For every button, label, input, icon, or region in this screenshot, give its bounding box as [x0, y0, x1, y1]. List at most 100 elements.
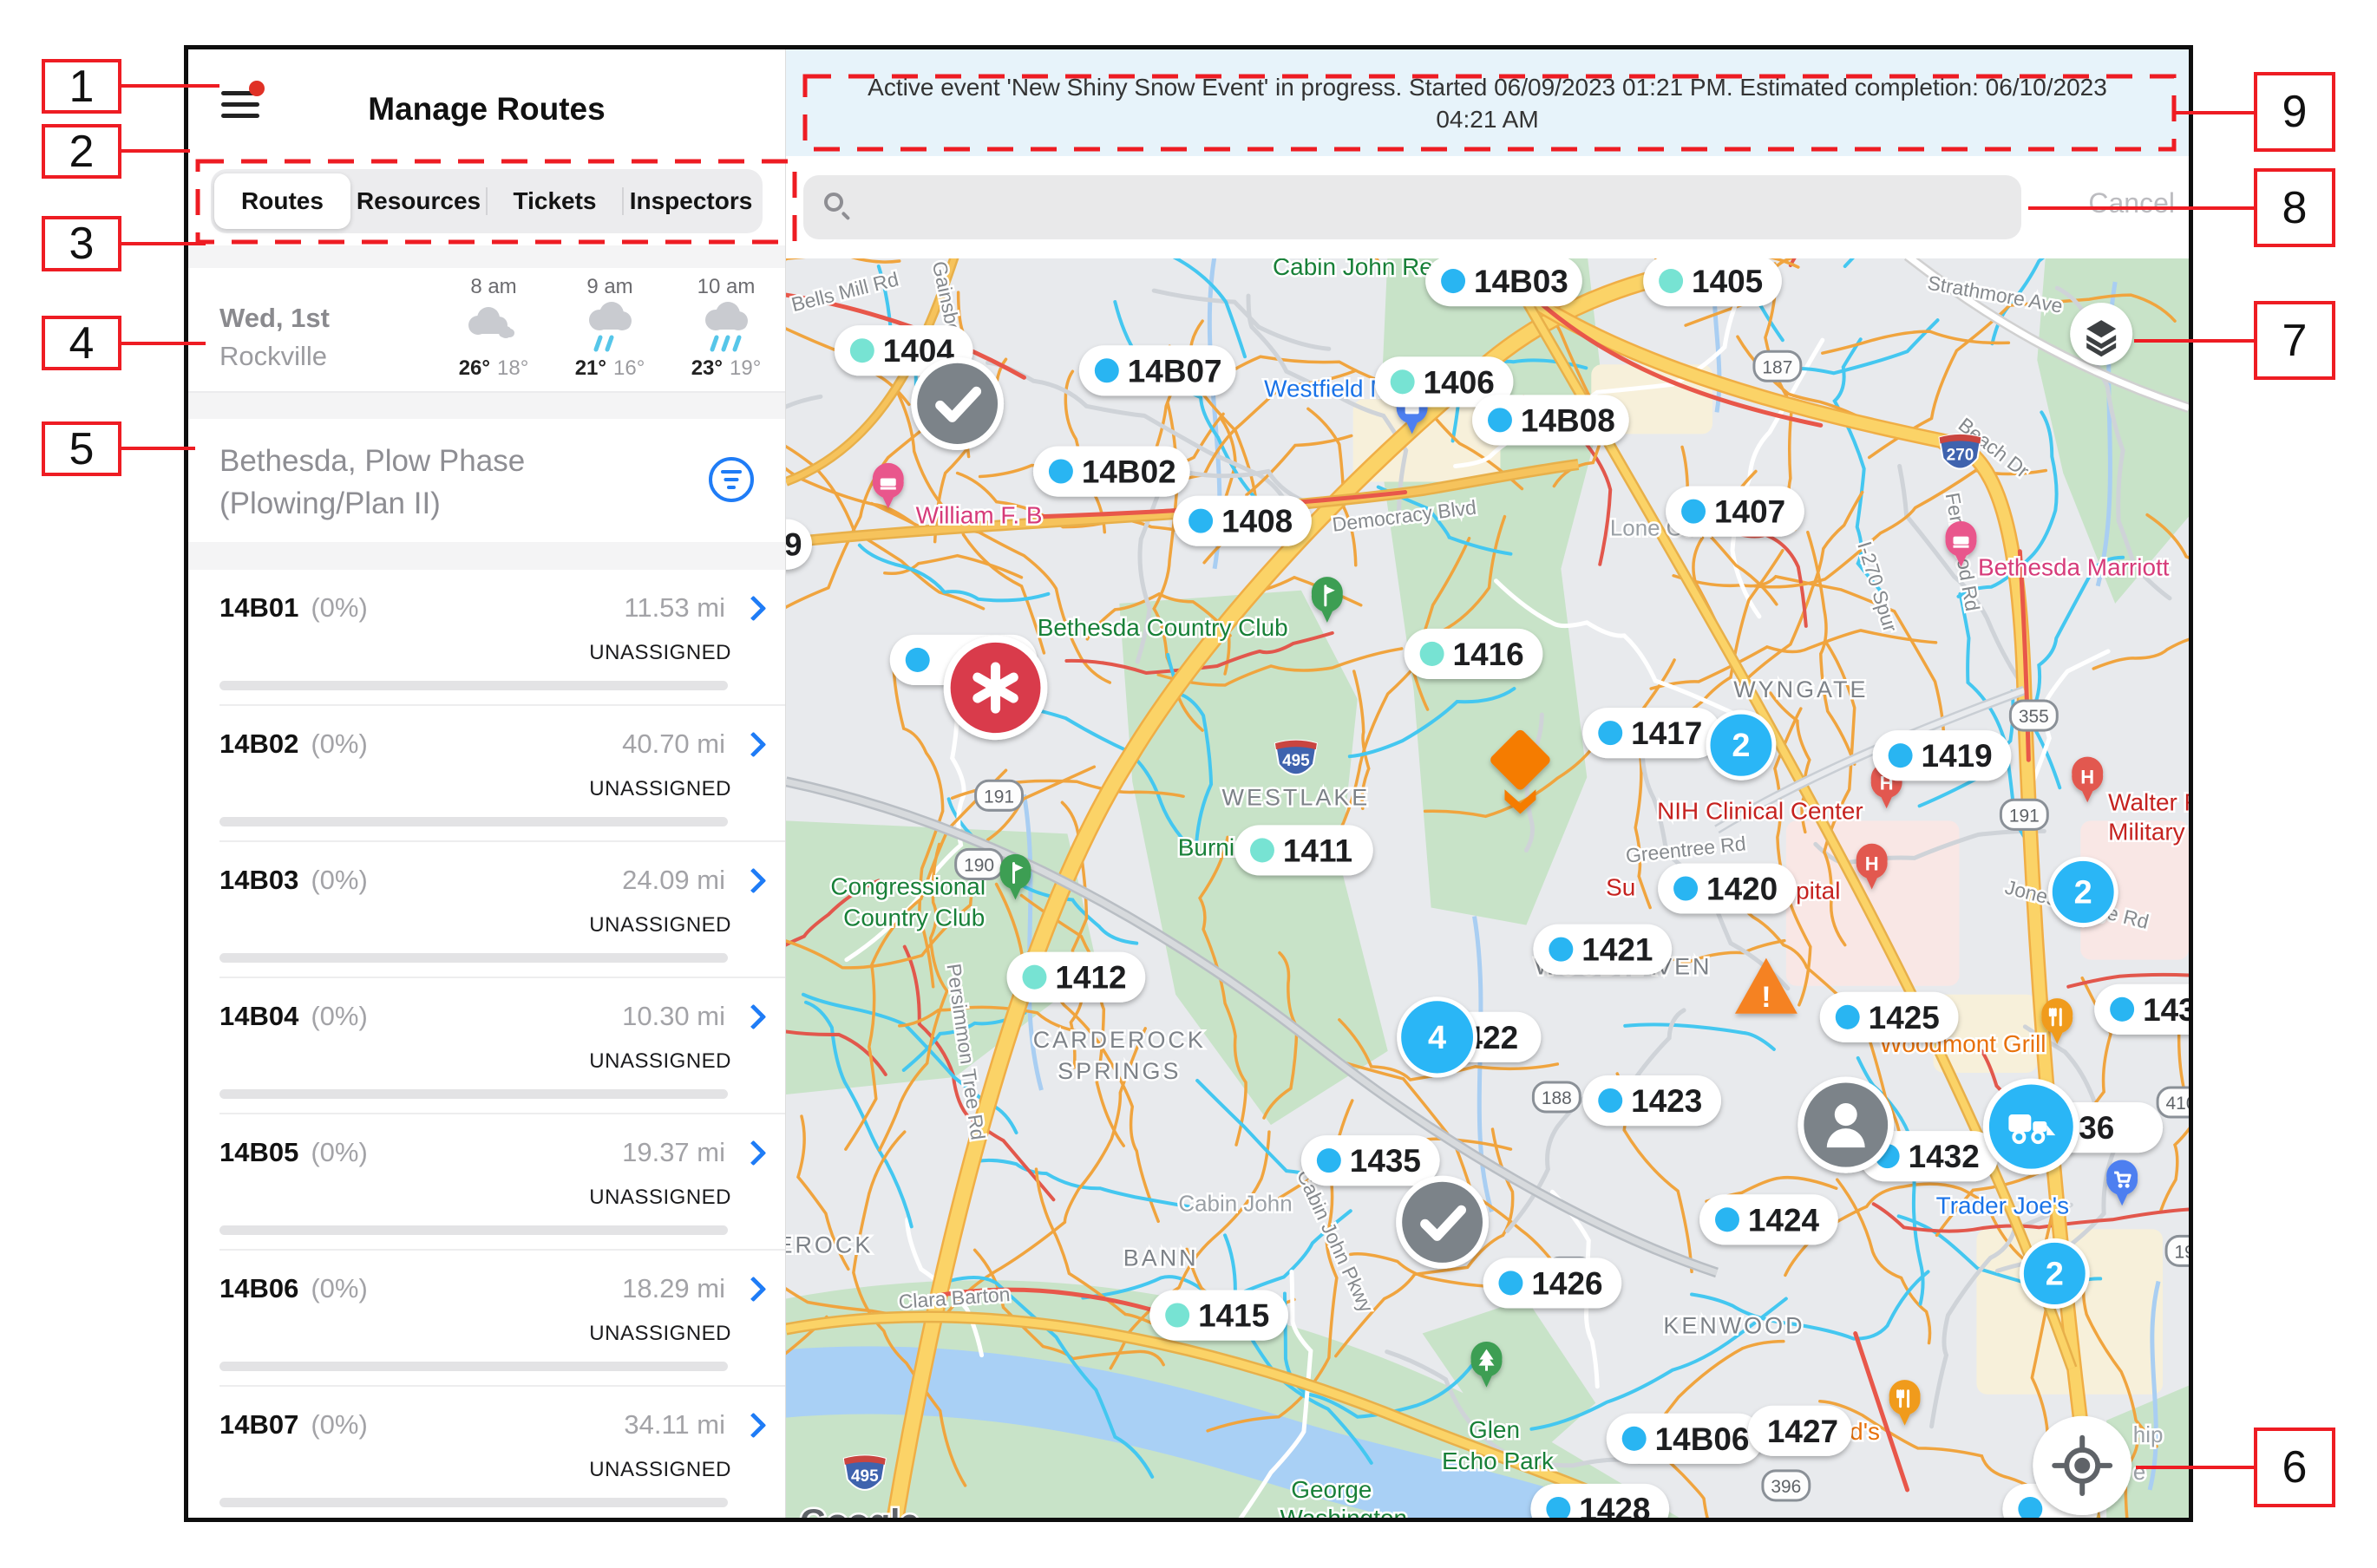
map-marker-1425[interactable]: 1425 — [1819, 991, 1959, 1042]
route-shield-191: 191 — [1999, 798, 2049, 831]
svg-text:1411: 1411 — [1283, 833, 1352, 868]
map-marker-1415[interactable]: 1415 — [1149, 1290, 1288, 1341]
hotel-pin-icon[interactable] — [1945, 521, 1977, 567]
map-marker-1416[interactable]: 1416 — [1404, 628, 1543, 680]
map-marker-1433[interactable]: 1433 — [2094, 983, 2189, 1035]
poi-diamond-marker[interactable] — [1489, 728, 1552, 814]
map-marker-14B08[interactable]: 14B08 — [1472, 395, 1629, 446]
divider-band — [188, 245, 785, 268]
alert-asterisk-marker[interactable] — [943, 635, 1048, 741]
cloudy-icon — [433, 299, 554, 356]
map-marker-1406[interactable]: 1406 — [1374, 356, 1514, 408]
svg-text:1420: 1420 — [1706, 871, 1778, 906]
check-marker[interactable] — [911, 356, 1005, 450]
chevron-right-icon[interactable] — [740, 595, 767, 621]
map-marker-1405[interactable]: 1405 — [1643, 258, 1782, 307]
hamburger-menu-icon[interactable] — [221, 81, 265, 121]
cluster-marker-2[interactable]: 2 — [2019, 1238, 2090, 1310]
route-row-14B05[interactable]: 14B05 (0%) 19.37 mi UNASSIGNED — [188, 1114, 785, 1251]
hospital-pin-icon[interactable]: H — [2072, 756, 2104, 803]
restaurant-pin-icon[interactable] — [1889, 1380, 1921, 1426]
warning-triangle-marker[interactable]: ! — [1734, 957, 1797, 1014]
tab-resources[interactable]: Resources — [356, 187, 481, 214]
hotel-pin-icon[interactable] — [872, 462, 904, 509]
tab-inspectors[interactable]: Inspectors — [622, 173, 759, 229]
chevron-right-icon[interactable] — [740, 731, 767, 757]
route-percent: (0%) — [311, 1273, 368, 1303]
search-row: Cancel — [786, 156, 2189, 258]
map-label: Trader Joe's — [1936, 1192, 2069, 1218]
route-row-14B04[interactable]: 14B04 (0%) 10.30 mi UNASSIGNED — [188, 978, 785, 1114]
map-marker-1427[interactable]: 1427 — [1747, 1405, 1852, 1456]
map-label: e — [2133, 1459, 2145, 1485]
svg-text:187: 187 — [1762, 357, 1792, 377]
person-marker[interactable] — [1797, 1076, 1895, 1173]
route-name: 14B06 — [219, 1273, 299, 1303]
restaurant-pin-icon[interactable] — [2041, 998, 2073, 1044]
map-marker-1424[interactable]: 1424 — [1699, 1194, 1838, 1245]
callout-3: 3 — [42, 216, 121, 271]
cluster-marker-2[interactable]: 2 — [1706, 709, 1777, 781]
map-marker-1412[interactable]: 1412 — [1006, 951, 1146, 1003]
map-marker-1420[interactable]: 1420 — [1658, 863, 1797, 914]
map-marker-1419[interactable]: 1419 — [1872, 730, 2012, 781]
chevron-right-icon[interactable] — [740, 1276, 767, 1302]
check-marker[interactable] — [1396, 1175, 1489, 1269]
route-row-14B06[interactable]: 14B06 (0%) 18.29 mi UNASSIGNED — [188, 1251, 785, 1387]
cluster-marker-4[interactable]: 4 — [1397, 996, 1478, 1078]
route-distance: 34.11 mi — [624, 1409, 725, 1440]
tree-pin-icon[interactable] — [1470, 1341, 1503, 1388]
route-status: UNASSIGNED — [589, 777, 731, 800]
map-label: EROCK — [786, 1232, 873, 1258]
chevron-right-icon[interactable] — [740, 1003, 767, 1029]
route-shield-191: 191 — [2164, 1234, 2189, 1267]
route-row-14B01[interactable]: 14B01 (0%) 11.53 mi UNASSIGNED — [188, 570, 785, 706]
map-marker-1407[interactable]: 1407 — [1666, 486, 1804, 537]
map-marker-9[interactable]: 9 — [786, 519, 812, 570]
map-marker-1423[interactable]: 1423 — [1582, 1075, 1721, 1127]
route-percent: (0%) — [311, 865, 368, 895]
map-marker-14B02[interactable]: 14B02 — [1032, 446, 1190, 497]
callout-5: 5 — [42, 421, 121, 476]
layers-icon[interactable] — [2070, 303, 2133, 366]
page-title: Manage Routes — [368, 91, 606, 127]
map[interactable]: Cabin John Regional Bells Mill Rd Gainsbor… — [786, 258, 2189, 1518]
plow-truck-marker[interactable] — [1982, 1078, 2079, 1175]
map-marker-1421[interactable]: 1421 — [1533, 924, 1673, 975]
map-marker-1435[interactable]: 1435 — [1300, 1135, 1440, 1186]
svg-text:9: 9 — [786, 527, 802, 563]
map-marker-14B03[interactable]: 14B03 — [1425, 258, 1582, 307]
map-marker-1408[interactable]: 1408 — [1173, 495, 1312, 546]
map-marker-1426[interactable]: 1426 — [1483, 1258, 1622, 1309]
route-row-14B02[interactable]: 14B02 (0%) 40.70 mi UNASSIGNED — [188, 706, 785, 842]
map-marker-14B07[interactable]: 14B07 — [1078, 345, 1236, 396]
chevron-right-icon[interactable] — [740, 1140, 767, 1166]
cart-pin-icon[interactable] — [2106, 1160, 2138, 1206]
tab-tickets[interactable]: Tickets — [486, 173, 623, 229]
search-input[interactable] — [803, 175, 2021, 239]
svg-text:1427: 1427 — [1767, 1414, 1838, 1449]
chevron-right-icon[interactable] — [740, 1412, 767, 1438]
tab-routes[interactable]: Routes — [214, 173, 350, 229]
filter-icon[interactable] — [709, 457, 754, 502]
golf-pin-icon[interactable] — [1311, 577, 1343, 623]
map-label: Country Club — [843, 905, 985, 931]
map-label: Glen — [1469, 1416, 1520, 1443]
route-row-14B03[interactable]: 14B03 (0%) 24.09 mi UNASSIGNED — [188, 842, 785, 978]
route-distance: 10.30 mi — [622, 1001, 725, 1031]
map-label: Bethesda Marriott — [1978, 554, 2170, 581]
map-label: Washington — [1280, 1505, 1408, 1518]
weather-city: Rockville — [219, 341, 328, 371]
route-row-14B07[interactable]: 14B07 (0%) 34.11 mi UNASSIGNED — [188, 1387, 785, 1518]
map-marker-14B06[interactable]: 14B06 — [1606, 1413, 1764, 1464]
chevron-right-icon[interactable] — [740, 867, 767, 893]
map-marker-1411[interactable]: 1411 — [1234, 825, 1373, 876]
crosshair-locate-icon[interactable] — [2033, 1415, 2132, 1515]
map-marker-1428[interactable]: 1428 — [1530, 1483, 1670, 1518]
golf-pin-icon[interactable] — [999, 853, 1031, 900]
cluster-marker-2[interactable]: 2 — [2047, 856, 2118, 928]
hospital-pin-icon[interactable]: H — [1856, 843, 1888, 890]
cancel-button[interactable]: Cancel — [2088, 187, 2175, 219]
map-marker-1417[interactable]: 1417 — [1582, 708, 1721, 759]
